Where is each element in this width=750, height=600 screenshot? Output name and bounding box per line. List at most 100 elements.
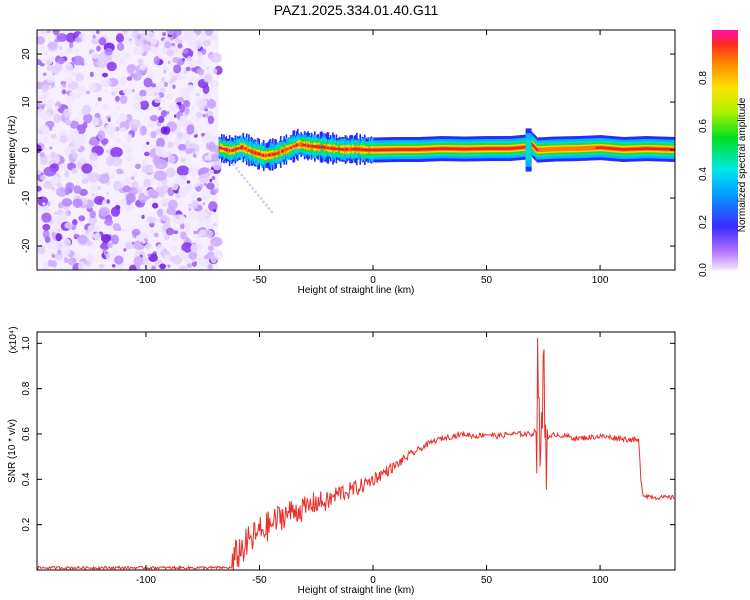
track-cell bbox=[282, 149, 284, 153]
noise-blob bbox=[189, 60, 197, 68]
noise-blob bbox=[66, 91, 70, 95]
noise-blob bbox=[82, 113, 93, 124]
noise-blob bbox=[40, 30, 47, 35]
track-cell bbox=[235, 147, 238, 151]
noise-blob bbox=[37, 36, 46, 45]
track-cell bbox=[386, 148, 389, 151]
track-cell bbox=[249, 148, 251, 153]
track-cell bbox=[625, 148, 627, 151]
track-cell bbox=[365, 148, 367, 152]
noise-blob bbox=[167, 199, 178, 210]
track-cell bbox=[313, 145, 316, 148]
track-cell bbox=[225, 148, 228, 152]
noise-blob bbox=[195, 233, 202, 239]
track-cell bbox=[303, 143, 306, 147]
track-cell bbox=[237, 147, 240, 150]
track-cell bbox=[306, 143, 308, 148]
track-cell bbox=[338, 147, 341, 151]
noise-blob bbox=[180, 31, 192, 42]
noise-blob bbox=[74, 48, 80, 53]
track-cell bbox=[273, 152, 275, 156]
track-cell bbox=[597, 146, 600, 149]
noise-blob bbox=[139, 64, 147, 71]
noise-blob bbox=[58, 52, 65, 58]
track-cell bbox=[595, 146, 598, 149]
track-cell bbox=[392, 148, 394, 151]
noise-blob bbox=[160, 109, 167, 118]
noise-blob bbox=[51, 187, 55, 191]
noise-blob bbox=[207, 245, 214, 251]
track-cell bbox=[261, 153, 264, 157]
noise-blob bbox=[56, 33, 68, 42]
noise-blob bbox=[144, 31, 156, 42]
y-tick-label: -10 bbox=[21, 190, 32, 205]
track-cell bbox=[228, 149, 231, 153]
noise-blob bbox=[79, 116, 84, 120]
noise-blob bbox=[42, 202, 46, 206]
track-cell bbox=[398, 148, 400, 151]
noise-blob bbox=[139, 89, 147, 97]
noise-blob bbox=[191, 199, 199, 209]
track-cell bbox=[502, 147, 505, 150]
track-cell bbox=[436, 147, 439, 150]
track-cell bbox=[331, 147, 333, 150]
noise-blob bbox=[141, 100, 147, 106]
track-cell bbox=[447, 147, 450, 150]
noise-blob bbox=[128, 264, 137, 270]
noise-blob bbox=[206, 182, 215, 190]
track-cell bbox=[627, 148, 629, 151]
noise-blob bbox=[111, 264, 116, 268]
noise-blob bbox=[196, 51, 203, 57]
noise-blob bbox=[106, 192, 110, 196]
noise-blob bbox=[162, 65, 169, 71]
snr-y-ticks: 0.2 0.4 0.6 0.8 1.0 bbox=[21, 336, 675, 532]
track-cell bbox=[453, 147, 456, 151]
track-cell bbox=[586, 146, 589, 151]
noise-blob bbox=[210, 153, 221, 163]
noise-blob bbox=[209, 80, 220, 88]
track-cell bbox=[346, 148, 349, 151]
noise-blob bbox=[58, 178, 63, 184]
track-cell bbox=[671, 148, 674, 151]
noise-blob bbox=[119, 57, 126, 65]
noise-blob bbox=[37, 169, 42, 176]
noise-blob bbox=[63, 67, 68, 73]
track-cell bbox=[375, 148, 377, 152]
noise-blob bbox=[155, 94, 160, 99]
track-cell bbox=[241, 145, 243, 149]
noise-blob bbox=[49, 127, 53, 131]
track-cell bbox=[531, 144, 534, 147]
noise-streak-dot bbox=[254, 190, 257, 194]
track-cell bbox=[432, 147, 434, 151]
noise-blob bbox=[172, 84, 176, 89]
noise-blob bbox=[186, 55, 192, 62]
noise-blob bbox=[54, 253, 64, 260]
track-cell bbox=[478, 147, 481, 150]
track-cell bbox=[404, 148, 407, 151]
noise-blob bbox=[40, 45, 44, 50]
track-cell bbox=[278, 149, 281, 156]
track-cell bbox=[310, 145, 313, 148]
noise-blob bbox=[147, 189, 159, 198]
noise-blob bbox=[50, 176, 60, 186]
noise-blob bbox=[155, 187, 161, 193]
track-cell bbox=[379, 148, 382, 152]
noise-blob bbox=[42, 262, 49, 270]
noise-blob bbox=[139, 125, 147, 136]
noise-blob bbox=[155, 128, 163, 135]
noise-blob bbox=[45, 208, 51, 213]
noise-blob bbox=[150, 176, 156, 183]
noise-blob bbox=[119, 180, 123, 186]
noise-blob bbox=[167, 155, 176, 164]
track-cell bbox=[385, 148, 388, 151]
noise-blob bbox=[214, 188, 219, 194]
noise-blob bbox=[107, 81, 113, 86]
noise-blob bbox=[157, 208, 164, 218]
noise-blob bbox=[188, 166, 199, 176]
noise-blob bbox=[203, 74, 213, 83]
noise-blob bbox=[58, 202, 64, 209]
noise-blob bbox=[134, 39, 143, 47]
snr-panel: -100 -50 0 50 100 0.2 0.4 0.6 0.8 1.0 Height of … bbox=[7, 326, 676, 596]
noise-blob bbox=[69, 120, 80, 129]
